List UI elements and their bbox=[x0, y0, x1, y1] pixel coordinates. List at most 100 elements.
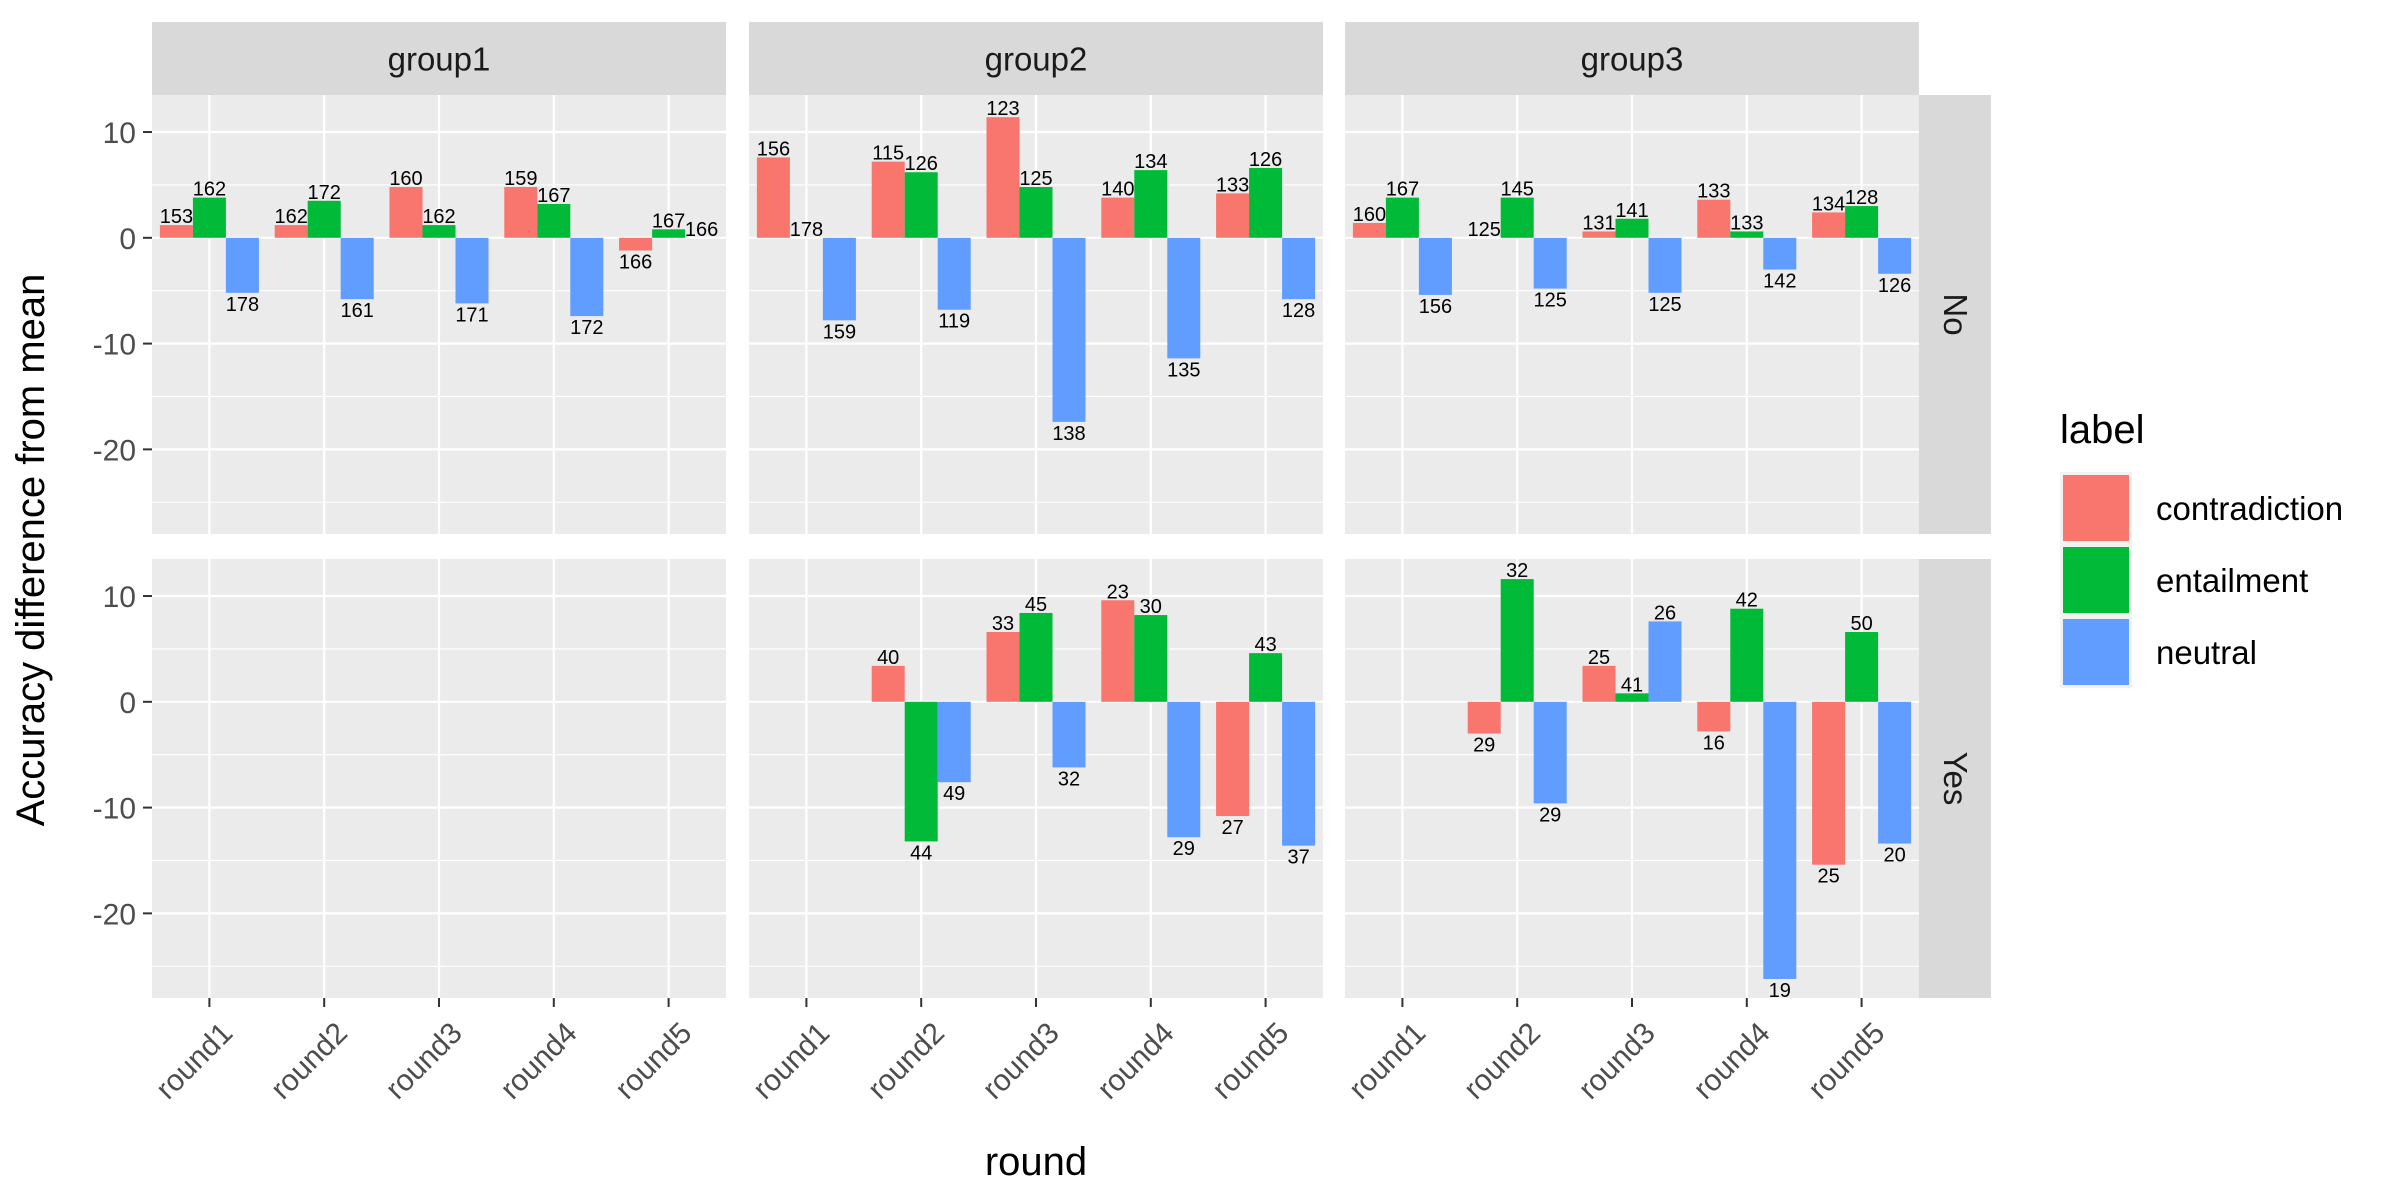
bar-neutral bbox=[937, 237, 971, 310]
bar-count-label: 29 bbox=[1539, 804, 1561, 826]
bar-count-label: 125 bbox=[1648, 294, 1681, 316]
bar-neutral bbox=[340, 237, 374, 300]
x-tick-label: round2 bbox=[265, 1016, 354, 1105]
strip-group2 bbox=[749, 22, 1323, 95]
x-tick-label: round4 bbox=[1091, 1016, 1180, 1105]
bar-entailment bbox=[1500, 579, 1534, 702]
x-tick-label: round1 bbox=[747, 1016, 836, 1105]
bar-contradiction bbox=[1697, 199, 1731, 238]
x-tick-label: round4 bbox=[1687, 1016, 1776, 1105]
bar-count-label: 29 bbox=[1173, 838, 1195, 860]
bar-count-label: 138 bbox=[1052, 423, 1085, 445]
x-tick-label: round1 bbox=[150, 1016, 239, 1105]
bar-count-label: 45 bbox=[1025, 594, 1047, 616]
bar-count-label: 32 bbox=[1506, 560, 1528, 582]
bar-entailment bbox=[904, 701, 938, 842]
bar-count-label: 167 bbox=[652, 210, 685, 232]
bar-count-label: 160 bbox=[389, 168, 422, 190]
y-tick-label: -10 bbox=[93, 793, 136, 826]
bar-count-label: 167 bbox=[537, 185, 570, 207]
x-tick-label: round3 bbox=[379, 1016, 468, 1105]
bar-count-label: 153 bbox=[160, 206, 193, 228]
bar-contradiction bbox=[1216, 193, 1250, 238]
bar-contradiction bbox=[159, 225, 193, 238]
bar-count-label: 23 bbox=[1107, 581, 1129, 603]
bar-count-label: 133 bbox=[1730, 212, 1763, 234]
bar-contradiction bbox=[871, 665, 905, 702]
bar-count-label: 115 bbox=[872, 143, 904, 165]
strip-label: Yes bbox=[1937, 752, 1974, 806]
bar-neutral bbox=[1418, 237, 1452, 295]
bar-neutral bbox=[1052, 701, 1086, 768]
bar-contradiction bbox=[1697, 701, 1731, 732]
bar-contradiction bbox=[1101, 600, 1135, 702]
bar-count-label: 128 bbox=[1845, 187, 1878, 209]
bar-count-label: 26 bbox=[1654, 602, 1676, 624]
bar-entailment bbox=[1249, 653, 1283, 702]
bar-neutral bbox=[1167, 237, 1201, 359]
bar-count-label: 178 bbox=[226, 294, 259, 316]
y-tick-label: 10 bbox=[103, 117, 136, 150]
bar-entailment bbox=[1134, 615, 1168, 702]
bar-contradiction bbox=[1467, 701, 1501, 734]
bar-neutral bbox=[1052, 237, 1086, 422]
bar-count-label: 37 bbox=[1287, 847, 1309, 869]
strip-label: group1 bbox=[388, 41, 491, 78]
bar-neutral bbox=[455, 237, 489, 304]
bar-count-label: 19 bbox=[1769, 980, 1791, 1002]
x-tick-label: round5 bbox=[609, 1016, 698, 1105]
facet-strips: group1 group2 group3 No Yes bbox=[152, 22, 1991, 998]
y-tick-label: 0 bbox=[119, 687, 136, 720]
bar-count-label: 42 bbox=[1736, 590, 1758, 612]
x-tick-label: round1 bbox=[1343, 1016, 1432, 1105]
bar-contradiction bbox=[986, 117, 1020, 238]
bar-count-label: 25 bbox=[1588, 647, 1610, 669]
bar-contradiction bbox=[1216, 701, 1250, 817]
legend: label contradiction entailment neutral bbox=[2060, 408, 2343, 688]
bar-count-label: 171 bbox=[455, 304, 488, 326]
bar-neutral bbox=[937, 701, 971, 783]
strip-group3 bbox=[1345, 22, 1919, 95]
strip-label: group2 bbox=[985, 41, 1088, 78]
bar-count-label: 141 bbox=[1615, 200, 1648, 222]
bar-count-label: 123 bbox=[986, 98, 1019, 120]
bar-count-label: 172 bbox=[570, 317, 603, 339]
x-tick-label: round2 bbox=[1458, 1016, 1547, 1105]
bar-neutral bbox=[1878, 237, 1912, 274]
panel-group1-yes bbox=[152, 559, 726, 998]
bar-count-label: 49 bbox=[943, 783, 965, 805]
bar-count-label: 32 bbox=[1058, 768, 1080, 790]
bar-count-label: 140 bbox=[1101, 179, 1134, 201]
bar-contradiction bbox=[1812, 212, 1846, 238]
bar-contradiction bbox=[1101, 197, 1135, 238]
bar-neutral bbox=[1763, 237, 1797, 270]
legend-key-contradiction bbox=[2063, 475, 2129, 541]
bar-neutral bbox=[1648, 237, 1682, 293]
bar-count-label: 29 bbox=[1473, 735, 1495, 757]
bar-contradiction bbox=[1352, 222, 1386, 238]
panel-group1-no: 1531621781621721611601621711591671721661… bbox=[152, 95, 726, 534]
bar-neutral bbox=[1878, 701, 1912, 844]
strip-no bbox=[1919, 95, 1991, 534]
bar-count-label: 125 bbox=[1468, 219, 1501, 241]
bar-count-label: 142 bbox=[1763, 271, 1796, 293]
bar-count-label: 162 bbox=[193, 179, 226, 201]
bar-neutral bbox=[1282, 237, 1316, 300]
x-tick-label: round3 bbox=[976, 1016, 1065, 1105]
bar-count-label: 126 bbox=[905, 153, 938, 175]
x-tick-label: round3 bbox=[1572, 1016, 1661, 1105]
bar-entailment bbox=[192, 197, 226, 238]
panel-group3-yes: 29 32 29 25 41 26 16 42 19 25 50 20 bbox=[1345, 559, 1919, 1002]
bar-count-label: 133 bbox=[1697, 181, 1730, 203]
bar-count-label: 172 bbox=[308, 182, 341, 204]
bar-contradiction bbox=[1812, 701, 1846, 865]
bar-count-label: 162 bbox=[275, 206, 308, 228]
bar-contradiction bbox=[871, 161, 905, 238]
bar-count-label: 178 bbox=[790, 219, 823, 241]
bar-neutral bbox=[1763, 701, 1797, 979]
bar-count-label: 134 bbox=[1812, 193, 1845, 215]
bar-count-label: 159 bbox=[823, 321, 856, 343]
bar-count-label: 125 bbox=[1019, 168, 1052, 190]
